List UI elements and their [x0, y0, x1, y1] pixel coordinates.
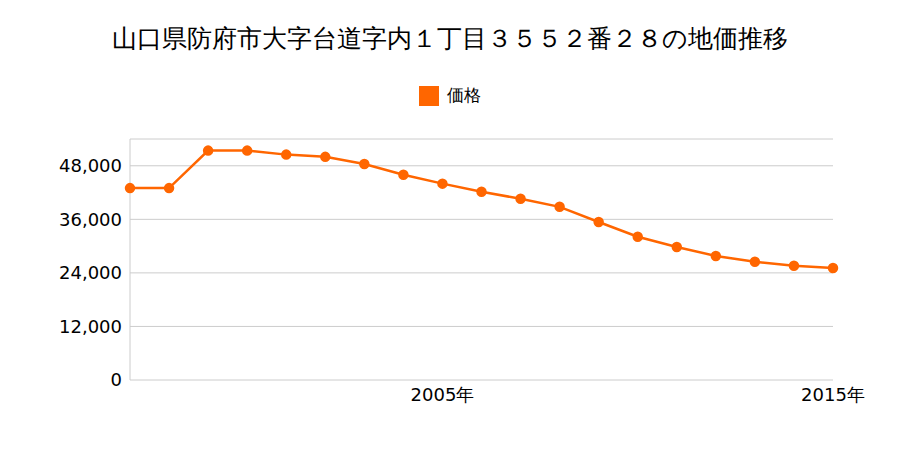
svg-text:36,000: 36,000	[59, 209, 122, 230]
svg-text:2005年: 2005年	[411, 384, 475, 405]
svg-text:2015年: 2015年	[801, 384, 865, 405]
svg-text:12,000: 12,000	[59, 316, 122, 337]
svg-text:24,000: 24,000	[59, 262, 122, 283]
html-text:山口県防府市大字台道字内１丁目３５５２番２８の地価推移: 山口県防府市大字台道字内１丁目３５５２番２８の地価推移	[112, 24, 788, 53]
svg-text:48,000: 48,000	[59, 155, 122, 176]
svg-text:0: 0	[111, 369, 122, 390]
html-text:価格: 価格	[447, 85, 481, 105]
